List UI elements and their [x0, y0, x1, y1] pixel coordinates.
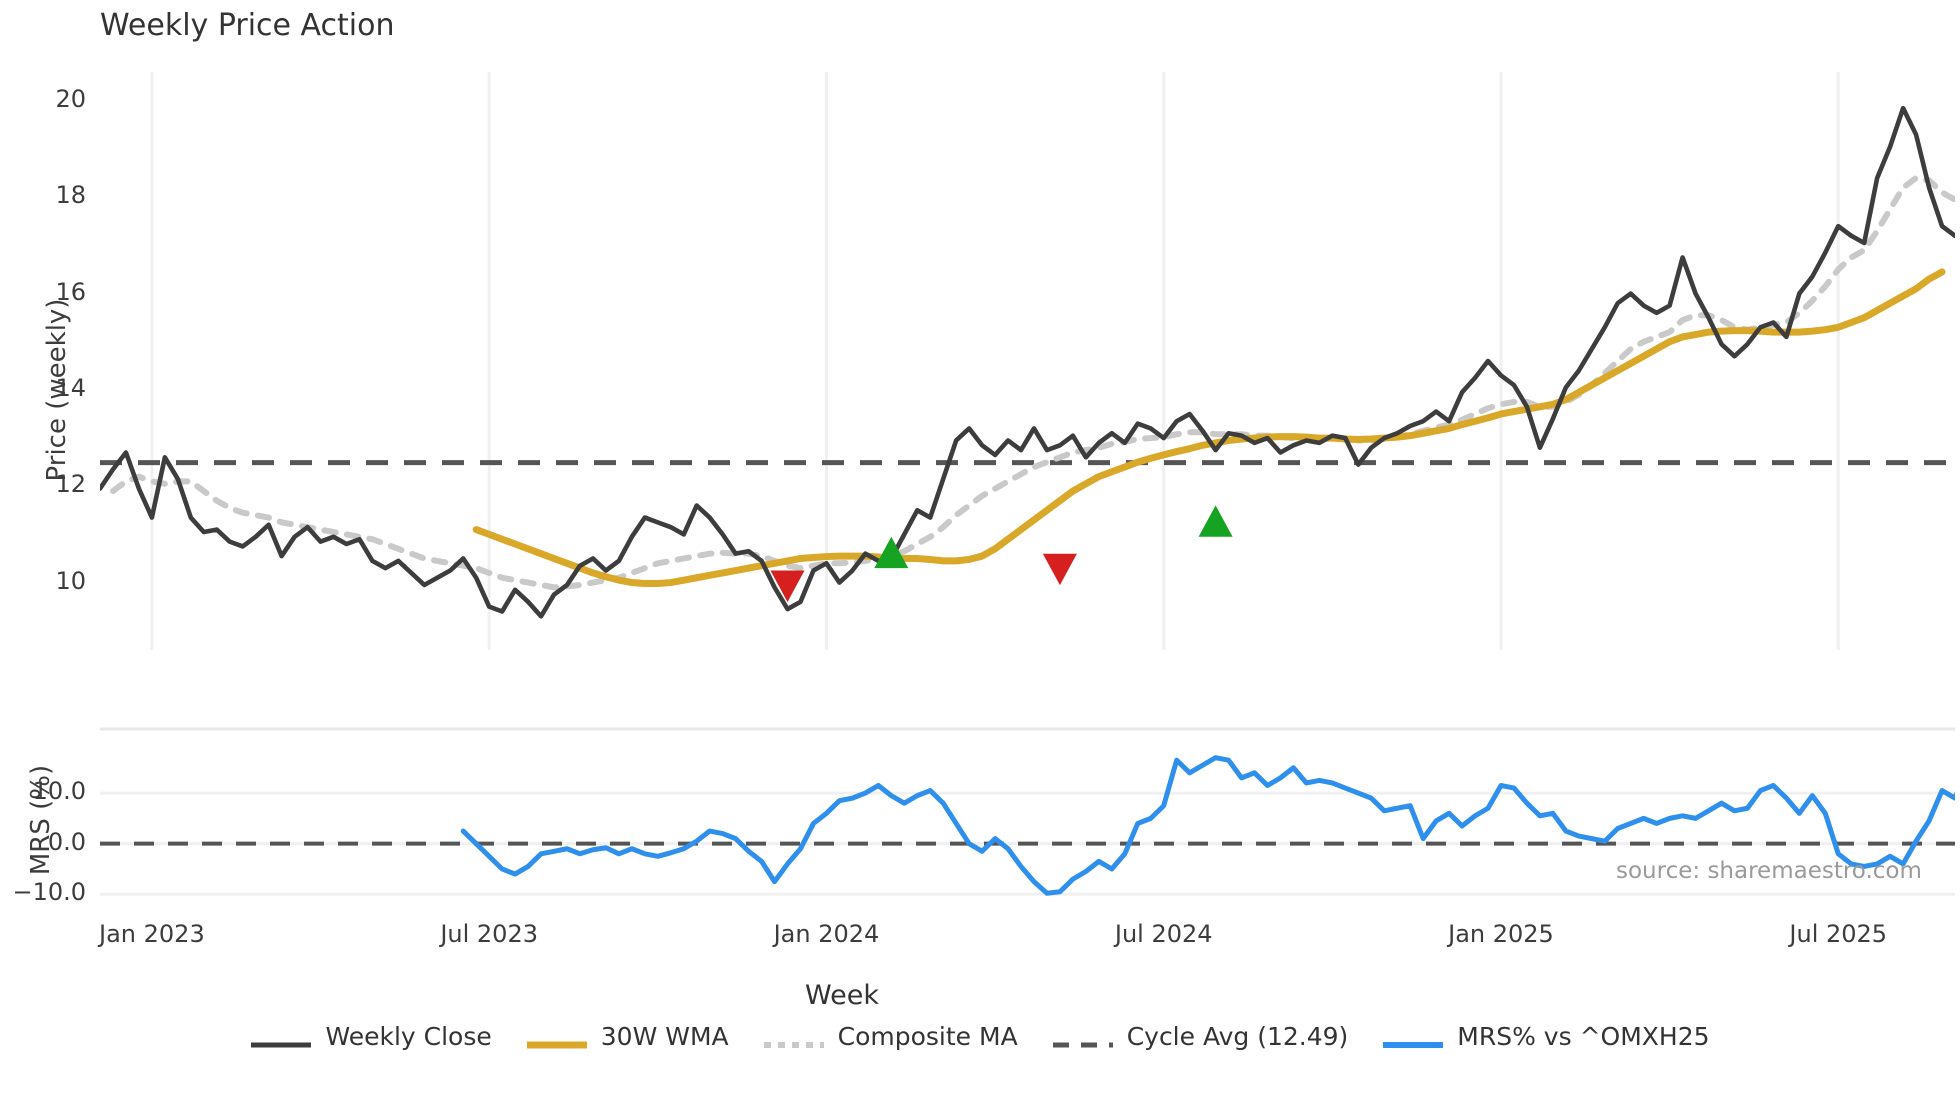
signal-marker-buy: [874, 536, 909, 569]
signal-marker-buy: [1198, 505, 1233, 537]
legend-label: MRS% vs ^OMXH25: [1457, 1022, 1710, 1051]
legend-label: 30W WMA: [600, 1022, 729, 1051]
mrs-ytick-label: −10.0: [12, 878, 86, 907]
legend-item-cycle-avg-12-49[interactable]: Cycle Avg (12.49): [1052, 1022, 1349, 1051]
chart-title: Weekly Price Action: [100, 8, 395, 43]
price-ytick-label: 16: [55, 277, 86, 306]
legend-item-weekly-close[interactable]: Weekly Close: [250, 1022, 492, 1051]
x-tick-label: Jan 2023: [99, 920, 205, 948]
chart-legend: Weekly Close 30W WMA Composite MA Cycle Avg…: [0, 1022, 1960, 1051]
price-ytick-label: 12: [55, 470, 86, 499]
legend-label: Cycle Avg (12.49): [1126, 1022, 1349, 1051]
signal-marker-sell: [1042, 553, 1077, 586]
price-ytick-label: 10: [55, 566, 86, 595]
legend-item-mrs-vs-omxh25[interactable]: MRS% vs ^OMXH25: [1382, 1022, 1710, 1051]
x-tick-label: Jul 2023: [440, 920, 538, 948]
x-tick-label: Jan 2024: [773, 920, 880, 948]
signal-marker-sell: [770, 570, 805, 602]
legend-label: Composite MA: [837, 1022, 1018, 1051]
mrs-ytick-label: 0.0: [47, 827, 86, 856]
mrs-ytick-label: 10.0: [32, 777, 86, 806]
price-series-weekly-close: [100, 105, 1955, 619]
source-note: source: sharemaestro.com: [1616, 858, 1922, 884]
price-ytick-label: 18: [55, 181, 86, 210]
x-tick-label: Jan 2025: [1448, 920, 1554, 948]
legend-item-30w-wma[interactable]: 30W WMA: [526, 1022, 729, 1051]
legend-label: Weekly Close: [325, 1022, 492, 1051]
x-tick-label: Jul 2024: [1114, 920, 1213, 948]
x-axis-label: Week: [805, 980, 879, 1011]
price-ytick-label: 14: [55, 373, 86, 402]
legend-item-composite-ma[interactable]: Composite MA: [763, 1022, 1018, 1051]
price-ytick-label: 20: [55, 84, 86, 113]
x-tick-label: Jul 2025: [1789, 920, 1888, 948]
mrs-series-line: [460, 755, 1955, 896]
price-series-composite-ma: [109, 174, 1955, 591]
